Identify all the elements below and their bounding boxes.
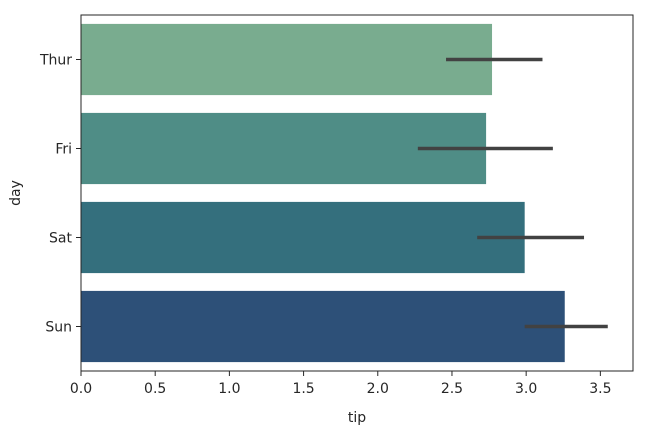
y-tick-label: Sun bbox=[45, 320, 72, 336]
x-tick-label: 0.0 bbox=[70, 381, 92, 397]
x-tick-label: 2.5 bbox=[441, 381, 463, 397]
x-tick-label: 0.5 bbox=[144, 381, 166, 397]
x-tick-label: 3.5 bbox=[589, 381, 611, 397]
bars-layer bbox=[81, 23, 565, 363]
bar-sat bbox=[81, 201, 525, 274]
y-tick-label: Fri bbox=[55, 142, 72, 158]
plot-frame bbox=[80, 14, 634, 372]
y-axis-label: day bbox=[8, 180, 24, 206]
bar-thur bbox=[81, 23, 493, 96]
bar-sun bbox=[81, 290, 565, 363]
x-axis-label: tip bbox=[348, 410, 366, 426]
x-tick-label: 3.0 bbox=[515, 381, 537, 397]
x-tick-label: 1.5 bbox=[292, 381, 314, 397]
y-axis: Thur Fri Sat Sun bbox=[39, 53, 81, 336]
y-tick-label: Thur bbox=[39, 53, 72, 69]
error-bars-layer bbox=[417, 57, 608, 329]
x-axis: 0.0 0.5 1.0 1.5 2.0 2.5 3.0 3.5 bbox=[70, 371, 611, 397]
x-tick-label: 2.0 bbox=[367, 381, 389, 397]
x-tick-label: 1.0 bbox=[218, 381, 240, 397]
y-tick-label: Sat bbox=[49, 231, 72, 247]
